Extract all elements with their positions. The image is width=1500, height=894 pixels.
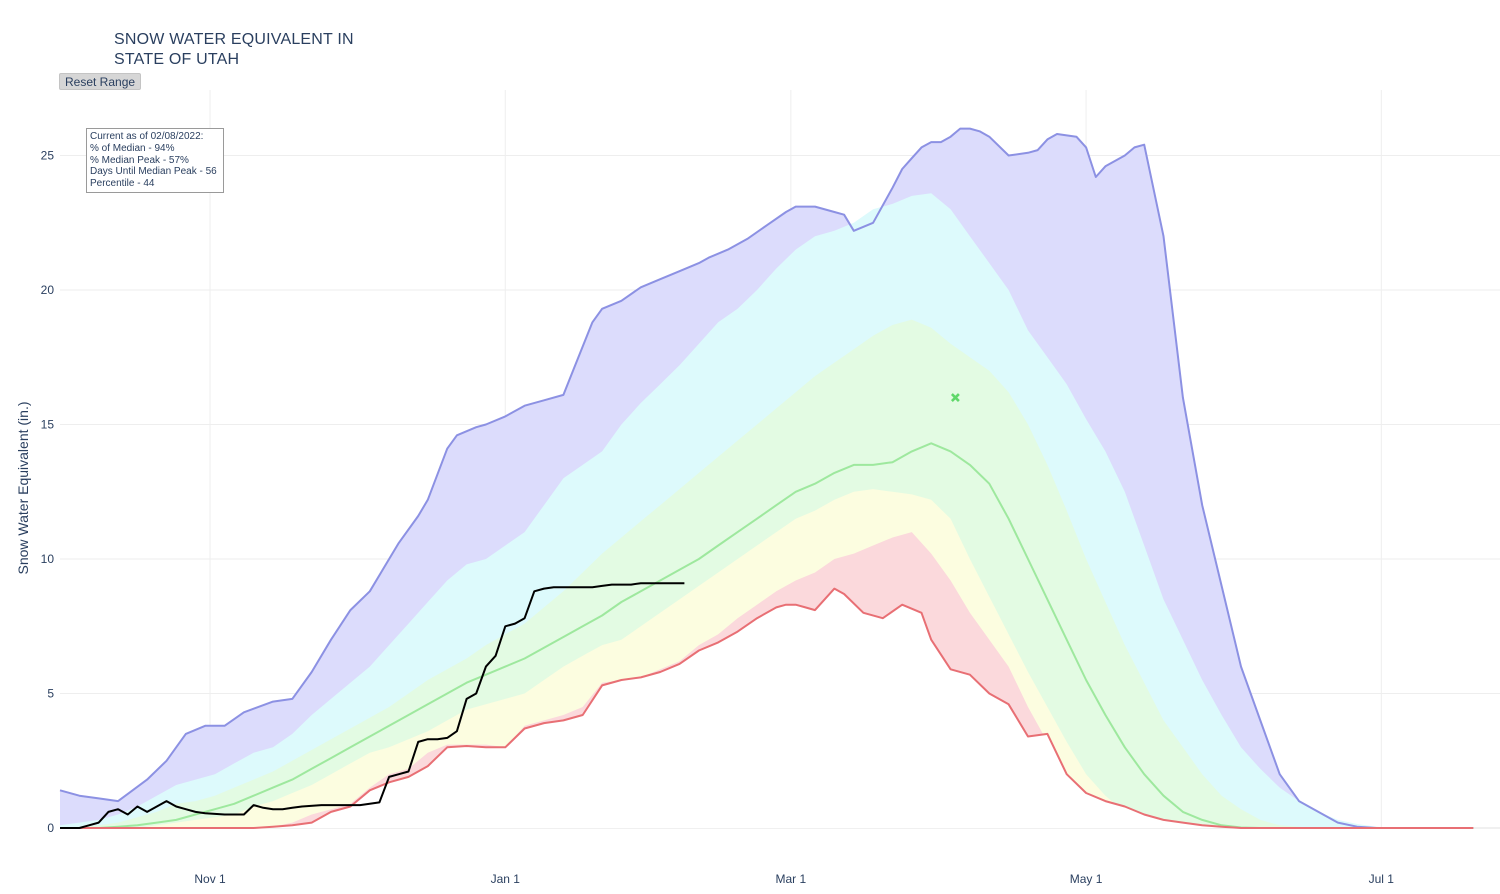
x-tick-label: Mar 1 (775, 872, 806, 886)
status-line-pct-peak: % Median Peak - 57% (90, 154, 189, 166)
status-line-pct-median: % of Median - 94% (90, 142, 175, 154)
percentile-bands (60, 128, 1474, 829)
current-status-box: Current as of 02/08/2022: % of Median - … (86, 128, 224, 193)
x-tick-label: Jul 1 (1369, 872, 1395, 886)
line-max (59, 127, 1474, 829)
series-lines (59, 127, 1474, 829)
x-tick-label: May 1 (1070, 872, 1103, 886)
status-line-percentile: Percentile - 44 (90, 178, 155, 190)
median-peak-marker (950, 393, 960, 403)
chart-title-line-1: SNOW WATER EQUIVALENT IN (114, 31, 354, 48)
axis-ticks: 0 5 10 15 20 25 Nov 1 Jan 1 Mar 1 May 1 Jul 1 (41, 149, 1395, 887)
y-tick-label: 20 (41, 283, 55, 297)
line-min (60, 587, 1474, 829)
x-tick-label: Nov 1 (194, 872, 226, 886)
y-tick-label: 15 (41, 418, 55, 432)
line-current (60, 582, 685, 829)
status-line-date: Current as of 02/08/2022: (90, 131, 204, 142)
y-tick-label: 10 (41, 552, 55, 566)
chart-title-line-2: STATE OF UTAH (114, 51, 240, 68)
median-peak-point[interactable] (950, 393, 960, 403)
y-tick-label: 0 (47, 821, 54, 835)
status-line-days-until-peak: Days Until Median Peak - 56 (90, 166, 217, 178)
chart-title: SNOW WATER EQUIVALENT IN STATE OF UTAH (114, 30, 514, 70)
y-tick-label: 5 (47, 687, 54, 701)
x-tick-label: Jan 1 (491, 872, 521, 886)
band-min (60, 588, 1474, 828)
reset-range-button[interactable]: Reset Range (59, 73, 142, 90)
y-tick-label: 25 (41, 149, 55, 163)
